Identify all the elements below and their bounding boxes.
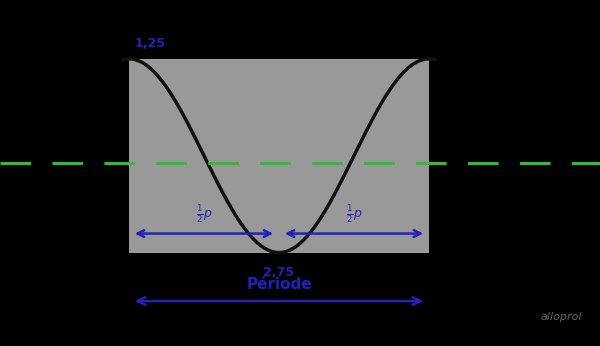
Text: $\frac{1}{2}p$: $\frac{1}{2}p$: [346, 203, 362, 225]
Text: alloprol: alloprol: [541, 312, 582, 322]
Text: 2,75: 2,75: [263, 266, 295, 280]
Text: Période: Période: [246, 277, 312, 292]
Text: 1,25: 1,25: [135, 37, 166, 50]
Bar: [129, 59, 429, 253]
Text: $\frac{1}{2}p$: $\frac{1}{2}p$: [196, 203, 212, 225]
